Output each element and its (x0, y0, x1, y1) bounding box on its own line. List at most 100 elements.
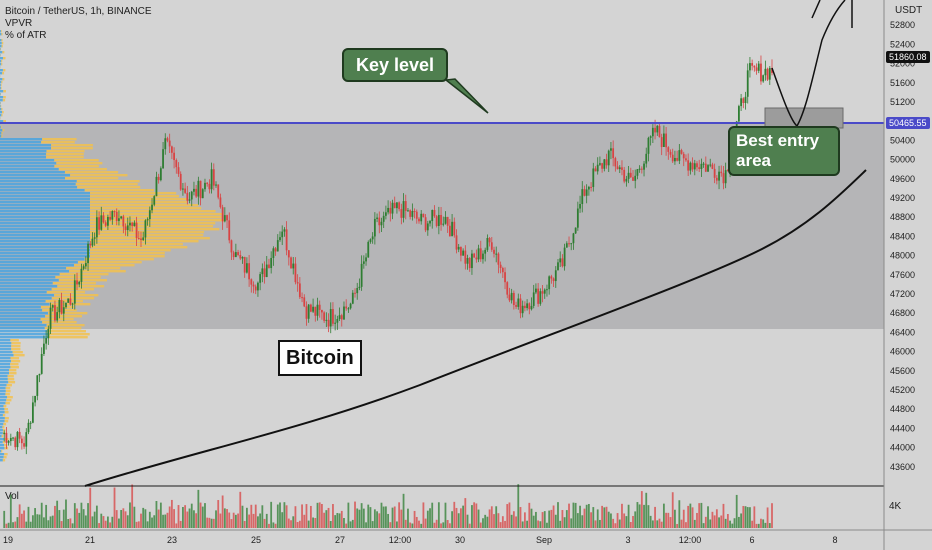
candle-body (715, 177, 718, 181)
vpvr-bar-sell (2, 426, 5, 429)
volume-bar (702, 523, 705, 528)
vpvr-bar-sell (0, 84, 2, 87)
candle-body (51, 305, 54, 308)
price-tick-label: 44000 (890, 443, 915, 453)
volume-bar (587, 503, 590, 528)
candle-body (499, 264, 502, 269)
vpvr-bar-sell (48, 336, 88, 339)
volume-bar (378, 513, 381, 528)
candle-body (45, 338, 48, 344)
candle-body (186, 192, 189, 201)
candle-body (234, 252, 237, 258)
candle-body (479, 248, 482, 260)
candle-body (517, 298, 520, 307)
volume-bar (259, 513, 262, 528)
time-tick-label: 23 (167, 535, 177, 545)
volume-bar (490, 506, 493, 528)
candle-body (360, 263, 363, 287)
candle-body (676, 157, 679, 161)
volume-bar (208, 517, 211, 528)
volume-bar (95, 505, 98, 528)
volume-bar (301, 504, 303, 528)
candle-body (91, 238, 94, 246)
vpvr-bar-buy (0, 297, 52, 300)
vpvr-bar-buy (0, 132, 2, 135)
vpvr-bar-buy (0, 150, 47, 153)
vpvr-indicator-label[interactable]: VPVR (5, 18, 33, 29)
volume-bar (60, 521, 63, 528)
candle-body (572, 233, 575, 244)
price-axis[interactable]: 43600 44000 44400 44800 45200 45600 46000 46400… (890, 20, 915, 472)
candle-body (753, 65, 756, 68)
vpvr-bar-buy (0, 165, 55, 168)
vpvr-bar-sell (13, 354, 25, 357)
atr-indicator-label[interactable]: % of ATR (5, 30, 47, 41)
vpvr-bar-sell (5, 393, 10, 396)
volume-bar (442, 522, 445, 528)
candle-body (711, 164, 714, 169)
candle-body (285, 229, 288, 251)
candle-body (243, 256, 246, 273)
candle-body (168, 140, 171, 147)
volume-bar (627, 504, 630, 528)
vpvr-bar-buy (0, 159, 55, 162)
candle-body (583, 189, 586, 196)
candle-body (718, 171, 720, 181)
volume-bar (501, 516, 504, 528)
candle-body (594, 168, 597, 172)
vpvr-bar-buy (0, 174, 71, 177)
candle-body (645, 153, 648, 164)
candle-body (596, 164, 599, 172)
time-tick-label: 8 (832, 535, 837, 545)
vpvr-bar-sell (90, 210, 216, 213)
volume-bar (519, 507, 522, 528)
volume-bar (232, 512, 235, 528)
vpvr-bar-buy (0, 258, 85, 261)
candle-body (43, 343, 45, 354)
candle-body (453, 221, 456, 236)
volume-bar (517, 484, 520, 528)
candle-body (669, 151, 672, 155)
volume-bar (636, 502, 639, 528)
candle-body (477, 248, 480, 260)
candle-body (400, 209, 403, 218)
candle-body (126, 225, 129, 231)
volume-bar (43, 517, 45, 528)
candle-body (632, 177, 634, 181)
volume-bar (451, 511, 453, 528)
volume-bar (729, 520, 731, 528)
volume-bar (144, 509, 147, 528)
candle-body (649, 136, 652, 138)
projection-arrow (771, 0, 846, 128)
vpvr-bar-buy (0, 96, 4, 99)
vpvr-bar-buy (0, 369, 9, 372)
vpvr-bar-buy (0, 300, 46, 303)
volume-bar (369, 507, 372, 528)
candle-body (504, 272, 506, 283)
vpvr-bar-buy (0, 396, 8, 399)
vpvr-bar-sell (44, 327, 82, 330)
best-entry-callout: Best entry area (728, 126, 840, 176)
candle-body (309, 304, 312, 312)
candle-body (512, 292, 515, 306)
vpvr-bar-sell (8, 381, 16, 384)
volume-bar (190, 503, 193, 528)
vpvr-bar-sell (2, 459, 6, 462)
candle-body (40, 353, 43, 374)
volume-bar (649, 515, 652, 528)
time-axis[interactable]: 19 21 23 25 27 12:00 30 Sep 3 12:00 6 8 (3, 535, 838, 545)
volume-bar (67, 519, 70, 528)
volume-bar (550, 509, 553, 528)
volume-bar (539, 521, 542, 528)
volume-bar (418, 520, 420, 528)
price-tick-label: 43600 (890, 462, 915, 472)
candle-body (93, 237, 96, 239)
vpvr-bar-sell (10, 363, 19, 366)
candle-body (376, 217, 378, 219)
vpvr-bar-buy (0, 384, 7, 387)
volume-bar (3, 510, 6, 528)
candle-body (3, 432, 6, 434)
volume-bar (380, 502, 383, 528)
vpvr-bar-sell (4, 411, 9, 414)
volume-bar (579, 505, 581, 528)
